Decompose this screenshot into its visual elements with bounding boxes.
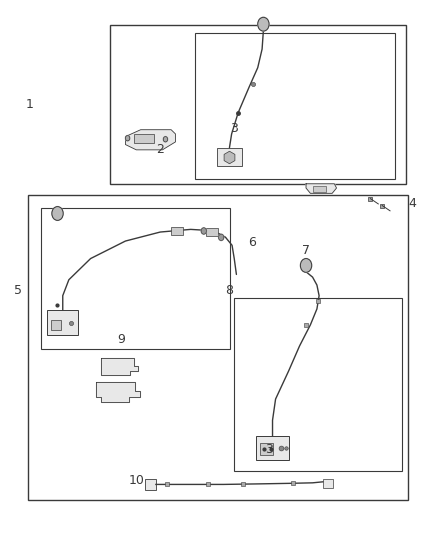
- Bar: [134, 134, 154, 143]
- Circle shape: [201, 228, 206, 234]
- Bar: [217, 148, 242, 166]
- Polygon shape: [125, 130, 176, 150]
- Polygon shape: [102, 358, 138, 375]
- Bar: [323, 479, 333, 488]
- Text: 3: 3: [230, 122, 238, 135]
- Bar: [145, 479, 156, 490]
- Bar: [41, 208, 230, 349]
- Bar: [50, 319, 61, 330]
- Text: 1: 1: [26, 98, 34, 111]
- Polygon shape: [96, 382, 140, 402]
- Bar: [260, 443, 272, 455]
- Bar: [195, 33, 395, 179]
- Text: 5: 5: [14, 284, 22, 297]
- Bar: [256, 436, 289, 460]
- Text: 10: 10: [128, 474, 144, 487]
- Text: 8: 8: [225, 284, 233, 297]
- Text: 2: 2: [156, 143, 164, 156]
- Circle shape: [219, 234, 224, 240]
- Bar: [234, 298, 402, 471]
- Circle shape: [163, 136, 168, 142]
- Bar: [171, 227, 183, 235]
- Circle shape: [125, 135, 130, 141]
- Bar: [47, 310, 78, 335]
- Polygon shape: [306, 184, 336, 193]
- Text: 6: 6: [248, 236, 256, 249]
- Circle shape: [258, 17, 269, 31]
- Bar: [28, 195, 408, 500]
- Bar: [110, 25, 406, 184]
- Text: 4: 4: [409, 197, 417, 211]
- Circle shape: [300, 259, 312, 272]
- Circle shape: [52, 207, 63, 220]
- Text: 7: 7: [302, 244, 310, 257]
- Bar: [313, 186, 325, 192]
- Text: 3: 3: [265, 443, 273, 456]
- Bar: [205, 228, 218, 236]
- Text: 9: 9: [117, 333, 125, 345]
